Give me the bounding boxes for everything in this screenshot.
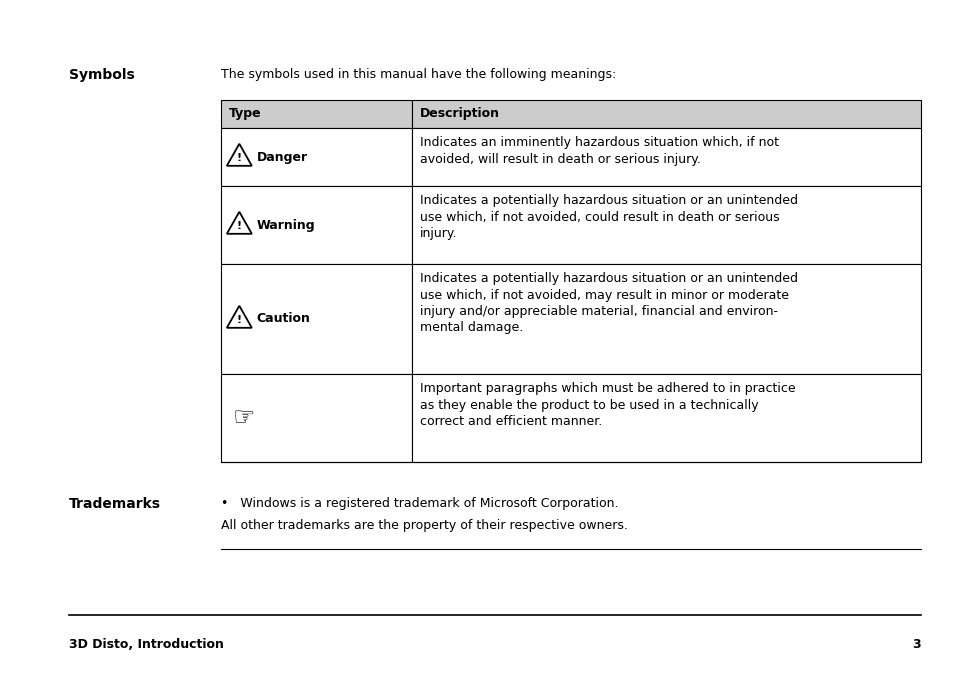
Polygon shape xyxy=(227,306,252,328)
Text: •   Windows is a registered trademark of Microsoft Corporation.: • Windows is a registered trademark of M… xyxy=(221,497,618,510)
Text: !: ! xyxy=(236,153,242,163)
Text: Indicates a potentially hazardous situation or an unintended
use which, if not a: Indicates a potentially hazardous situat… xyxy=(419,272,797,334)
Text: Indicates an imminently hazardous situation which, if not
avoided, will result i: Indicates an imminently hazardous situat… xyxy=(419,136,778,165)
Text: ☞: ☞ xyxy=(233,406,255,430)
Text: !: ! xyxy=(236,315,242,325)
Text: Type: Type xyxy=(229,108,262,121)
Text: The symbols used in this manual have the following meanings:: The symbols used in this manual have the… xyxy=(221,68,616,81)
Text: Indicates a potentially hazardous situation or an unintended
use which, if not a: Indicates a potentially hazardous situat… xyxy=(419,194,797,240)
Text: !: ! xyxy=(236,221,242,231)
Bar xyxy=(411,374,920,462)
Polygon shape xyxy=(227,144,252,166)
Bar xyxy=(411,186,920,264)
Text: 3: 3 xyxy=(911,638,920,651)
Text: Caution: Caution xyxy=(256,313,311,326)
Bar xyxy=(411,128,920,186)
Bar xyxy=(411,264,920,374)
Text: Warning: Warning xyxy=(256,219,315,232)
Text: All other trademarks are the property of their respective owners.: All other trademarks are the property of… xyxy=(221,519,627,532)
Text: Danger: Danger xyxy=(256,150,308,164)
Text: Trademarks: Trademarks xyxy=(69,497,160,511)
Bar xyxy=(221,264,411,374)
Bar xyxy=(221,100,411,128)
Text: Description: Description xyxy=(419,108,499,121)
Text: Symbols: Symbols xyxy=(69,68,134,82)
Polygon shape xyxy=(227,212,252,234)
Bar xyxy=(221,186,411,264)
Bar xyxy=(221,374,411,462)
Text: 3D Disto, Introduction: 3D Disto, Introduction xyxy=(69,638,223,651)
Text: Important paragraphs which must be adhered to in practice
as they enable the pro: Important paragraphs which must be adher… xyxy=(419,382,794,428)
Bar xyxy=(221,128,411,186)
Bar xyxy=(411,100,920,128)
